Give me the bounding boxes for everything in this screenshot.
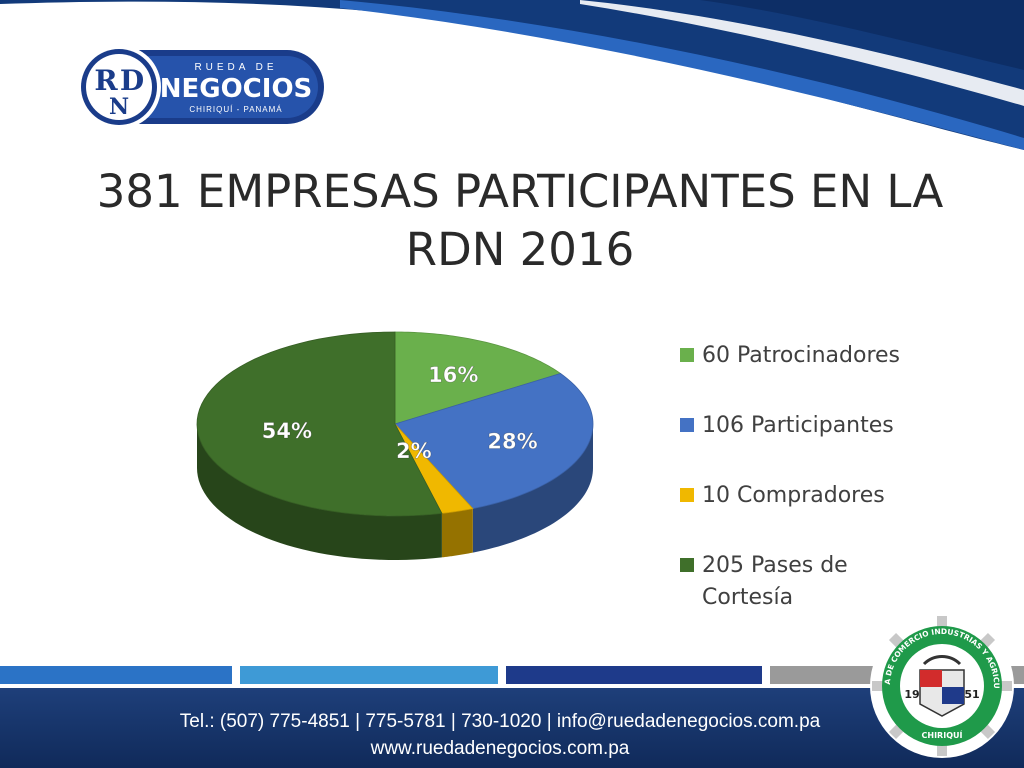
pie-slice-60-patrocinadores <box>394 331 562 425</box>
chart-legend: 60 Patrocinadores 106 Participantes 10 Com… <box>680 340 970 652</box>
legend-swatch <box>680 558 694 572</box>
legend-label: 60 Patrocinadores <box>702 343 901 368</box>
legend-item-205-pases-de-cortesia: 205 Pases de Cortesía <box>680 550 970 614</box>
pie-tops <box>196 331 594 517</box>
slide-title: 381 EMPRESAS PARTICIPANTES EN LA RDN 201… <box>96 165 944 276</box>
legend-label: 106 Participantes <box>702 413 894 438</box>
logo-sub-text: CHIRIQUÍ - PANAMÁ <box>189 105 282 114</box>
logo-letter-r: R <box>94 64 118 97</box>
pie-slice-205-pases-de-cortesia <box>196 331 443 517</box>
legend-swatch <box>680 418 694 432</box>
pie-slice-106-participantes <box>394 373 594 510</box>
legend-item-60-patrocinadores: 60 Patrocinadores <box>680 340 970 372</box>
website-url: www.ruedadenegocios.com.pa <box>370 738 630 759</box>
pie-side-10-compradores <box>441 508 473 558</box>
contact-info: Tel.: (507) 775-4851 | 775-5781 | 730-10… <box>179 711 821 732</box>
footer-band <box>0 688 1024 768</box>
legend-swatch <box>680 488 694 502</box>
rdn-logo: R D N RUEDA DE NEGOCIOS CHIRIQUÍ - PANAM… <box>77 45 324 129</box>
pie-label-106-participantes: 28% <box>487 430 537 454</box>
pie-labels: 16% 28% 2% 54% <box>261 362 537 463</box>
legend-item-106-participantes: 106 Participantes <box>680 410 970 442</box>
chamber-seal: CÁMARA DE COMERCIO INDUSTRIAS Y AGRICULT… <box>868 612 1014 758</box>
pie-sides <box>197 424 593 560</box>
pie-side-106-participantes <box>472 424 593 553</box>
legend-item-10-compradores: 10 Compradores <box>680 480 970 512</box>
pie-side-205-pases-de-cortesia <box>197 424 442 560</box>
legend-label: 205 Pases de Cortesía <box>702 553 848 610</box>
legend-swatch <box>680 348 694 362</box>
pie-label-10-compradores: 2% <box>396 439 432 463</box>
legend-label: 10 Compradores <box>702 483 885 508</box>
pie-label-60-patrocinadores: 16% <box>428 363 478 387</box>
seal-bottom-text: CHIRIQUÍ <box>922 729 963 740</box>
logo-top-text: RUEDA DE <box>194 62 277 73</box>
pie-slice-10-compradores <box>394 423 474 514</box>
seal-year-left: 19 <box>904 688 919 701</box>
seal-year-right: 51 <box>964 688 979 701</box>
header-swoosh <box>0 0 1024 150</box>
logo-letter-n: N <box>109 94 129 120</box>
logo-letter-d: D <box>120 64 144 97</box>
pie-label-205-pases-de-cortesia: 54% <box>262 419 312 443</box>
logo-main-text: NEGOCIOS <box>160 74 313 104</box>
